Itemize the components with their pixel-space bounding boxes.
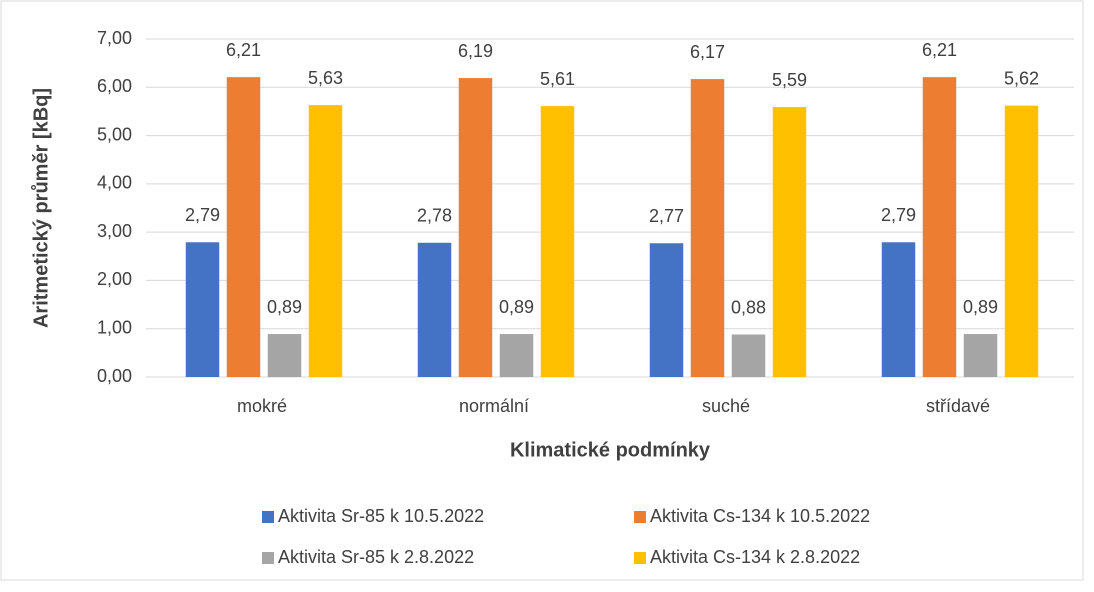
bar xyxy=(772,107,807,377)
y-tick-label: 3,00 xyxy=(97,221,132,241)
data-label: 5,63 xyxy=(308,68,343,88)
bar xyxy=(267,334,302,377)
bar xyxy=(1004,105,1039,378)
bar xyxy=(540,106,575,378)
bar xyxy=(731,334,766,377)
bar xyxy=(226,77,261,377)
legend-label: Aktivita Sr-85 k 2.8.2022 xyxy=(278,547,474,567)
x-axis-title: Klimatické podmínky xyxy=(510,439,711,461)
y-tick-label: 7,00 xyxy=(97,28,132,48)
x-tick-label: suché xyxy=(702,396,750,416)
bar xyxy=(922,77,957,377)
legend-label: Aktivita Cs-134 k 10.5.2022 xyxy=(650,506,870,526)
data-label: 5,62 xyxy=(1004,68,1039,88)
legend-swatch xyxy=(262,511,274,523)
bar xyxy=(881,242,916,377)
bar xyxy=(690,79,725,377)
data-label: 2,78 xyxy=(417,206,452,226)
bar xyxy=(499,334,534,377)
x-tick-label: střídavé xyxy=(926,396,990,416)
legend-swatch xyxy=(634,511,646,523)
bar xyxy=(185,242,220,377)
data-label: 0,89 xyxy=(267,297,302,317)
bar xyxy=(417,242,452,377)
legend-label: Aktivita Sr-85 k 10.5.2022 xyxy=(278,506,484,526)
y-tick-label: 2,00 xyxy=(97,269,132,289)
legend-label: Aktivita Cs-134 k 2.8.2022 xyxy=(650,547,860,567)
data-label: 2,77 xyxy=(649,206,684,226)
y-tick-label: 4,00 xyxy=(97,173,132,193)
data-label: 6,19 xyxy=(458,41,493,61)
bar xyxy=(458,78,493,378)
data-label: 5,59 xyxy=(772,70,807,90)
y-tick-label: 0,00 xyxy=(97,366,132,386)
x-tick-label: mokré xyxy=(237,396,287,416)
y-tick-label: 6,00 xyxy=(97,76,132,96)
bar xyxy=(963,334,998,377)
bar xyxy=(308,105,343,377)
y-tick-label: 1,00 xyxy=(97,317,132,337)
data-label: 2,79 xyxy=(185,205,220,225)
y-axis-title: Aritmetický průměr [kBq] xyxy=(30,88,52,328)
data-label: 0,89 xyxy=(963,297,998,317)
data-label: 5,61 xyxy=(540,69,575,89)
bar xyxy=(649,243,684,377)
data-label: 6,21 xyxy=(922,40,957,60)
legend-swatch xyxy=(262,552,274,564)
x-tick-label: normální xyxy=(459,396,529,416)
data-label: 0,88 xyxy=(731,297,766,317)
legend-swatch xyxy=(634,552,646,564)
data-label: 6,17 xyxy=(690,42,725,62)
data-label: 6,21 xyxy=(226,40,261,60)
y-tick-label: 5,00 xyxy=(97,124,132,144)
data-label: 2,79 xyxy=(881,205,916,225)
data-label: 0,89 xyxy=(499,297,534,317)
